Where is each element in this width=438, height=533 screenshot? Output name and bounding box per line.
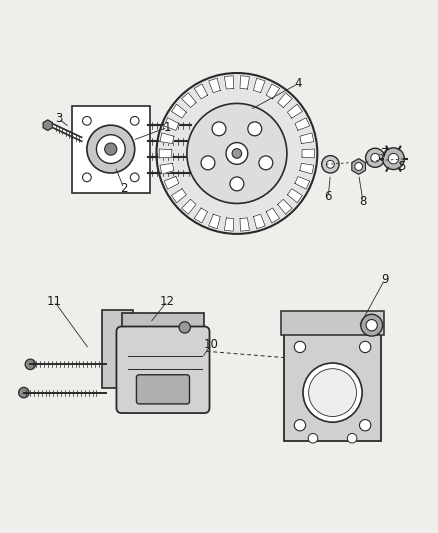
Text: 8: 8 bbox=[358, 195, 366, 208]
Polygon shape bbox=[181, 199, 196, 214]
Polygon shape bbox=[208, 78, 220, 93]
FancyBboxPatch shape bbox=[122, 312, 203, 340]
FancyBboxPatch shape bbox=[71, 106, 150, 192]
Polygon shape bbox=[301, 149, 314, 158]
Polygon shape bbox=[224, 76, 233, 89]
Circle shape bbox=[370, 154, 379, 162]
Circle shape bbox=[25, 359, 35, 369]
Text: 12: 12 bbox=[159, 295, 174, 308]
Circle shape bbox=[82, 173, 91, 182]
Polygon shape bbox=[253, 214, 265, 229]
FancyBboxPatch shape bbox=[281, 311, 383, 335]
Circle shape bbox=[226, 142, 247, 164]
Polygon shape bbox=[164, 176, 179, 189]
Text: 6: 6 bbox=[324, 190, 331, 204]
Polygon shape bbox=[294, 118, 309, 131]
Polygon shape bbox=[253, 78, 265, 93]
Circle shape bbox=[360, 314, 381, 336]
Polygon shape bbox=[181, 93, 196, 108]
Polygon shape bbox=[277, 199, 292, 214]
Circle shape bbox=[212, 122, 226, 136]
Polygon shape bbox=[240, 76, 249, 89]
Polygon shape bbox=[159, 149, 171, 158]
Polygon shape bbox=[265, 84, 279, 99]
Circle shape bbox=[302, 363, 361, 422]
Circle shape bbox=[293, 341, 305, 353]
Circle shape bbox=[387, 154, 398, 164]
Text: 3: 3 bbox=[55, 112, 62, 125]
FancyBboxPatch shape bbox=[284, 329, 380, 441]
Polygon shape bbox=[277, 93, 292, 108]
Circle shape bbox=[308, 369, 356, 416]
Polygon shape bbox=[43, 120, 52, 131]
Circle shape bbox=[365, 320, 377, 331]
Polygon shape bbox=[164, 118, 179, 131]
FancyBboxPatch shape bbox=[116, 327, 209, 413]
Circle shape bbox=[321, 156, 338, 173]
Text: 11: 11 bbox=[47, 295, 62, 308]
Text: 9: 9 bbox=[380, 273, 388, 286]
Polygon shape bbox=[299, 133, 313, 143]
Text: 5: 5 bbox=[398, 160, 405, 173]
Circle shape bbox=[293, 419, 305, 431]
Circle shape bbox=[365, 148, 384, 167]
Polygon shape bbox=[159, 163, 173, 174]
Polygon shape bbox=[299, 163, 313, 174]
Circle shape bbox=[346, 433, 356, 443]
Circle shape bbox=[18, 387, 29, 398]
FancyBboxPatch shape bbox=[102, 310, 132, 388]
Polygon shape bbox=[265, 208, 279, 223]
Polygon shape bbox=[194, 84, 207, 99]
Circle shape bbox=[87, 125, 134, 173]
Circle shape bbox=[96, 135, 125, 164]
Circle shape bbox=[105, 143, 117, 155]
Circle shape bbox=[130, 173, 139, 182]
Polygon shape bbox=[224, 218, 233, 231]
Circle shape bbox=[359, 341, 370, 353]
Circle shape bbox=[359, 419, 370, 431]
Circle shape bbox=[232, 149, 241, 158]
Polygon shape bbox=[294, 176, 309, 189]
Circle shape bbox=[354, 163, 362, 171]
Text: 4: 4 bbox=[293, 77, 301, 91]
Circle shape bbox=[258, 156, 272, 170]
Polygon shape bbox=[171, 189, 186, 203]
Circle shape bbox=[156, 73, 317, 234]
Circle shape bbox=[381, 148, 403, 169]
Polygon shape bbox=[194, 208, 207, 223]
Text: 10: 10 bbox=[203, 338, 218, 351]
Circle shape bbox=[130, 117, 139, 125]
Polygon shape bbox=[208, 214, 220, 229]
Polygon shape bbox=[171, 104, 186, 118]
Text: 7: 7 bbox=[380, 147, 388, 160]
Polygon shape bbox=[287, 189, 302, 203]
Circle shape bbox=[201, 156, 215, 170]
Circle shape bbox=[179, 322, 190, 333]
Polygon shape bbox=[351, 159, 364, 174]
Circle shape bbox=[307, 433, 317, 443]
Polygon shape bbox=[287, 104, 302, 118]
Text: 1: 1 bbox=[163, 121, 171, 134]
Circle shape bbox=[326, 160, 333, 168]
Circle shape bbox=[247, 122, 261, 136]
Polygon shape bbox=[240, 218, 249, 231]
Polygon shape bbox=[159, 133, 173, 143]
Circle shape bbox=[230, 177, 243, 191]
Text: 2: 2 bbox=[120, 182, 127, 195]
FancyBboxPatch shape bbox=[136, 375, 189, 404]
Circle shape bbox=[187, 103, 286, 204]
Circle shape bbox=[82, 117, 91, 125]
